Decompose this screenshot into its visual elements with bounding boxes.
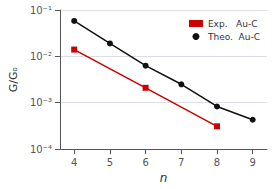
svg-text:G/Gₒ: G/Gₒ [7,67,20,92]
svg-text:9: 9 [250,157,256,168]
svg-text:Theo. Au-C: Theo. Au-C [207,32,260,42]
svg-text:6: 6 [142,157,148,168]
svg-text:5: 5 [107,157,113,168]
svg-text:7: 7 [178,157,184,168]
svg-text:10⁻⁴: 10⁻⁴ [30,144,52,155]
svg-text:n: n [160,171,168,185]
svg-text:10⁻³: 10⁻³ [30,97,52,108]
svg-text:8: 8 [214,157,220,168]
svg-text:4: 4 [71,157,77,168]
svg-text:Exp. Au-C: Exp. Au-C [208,19,258,29]
svg-text:10⁻¹: 10⁻¹ [30,5,52,16]
svg-text:10⁻²: 10⁻² [30,51,52,62]
